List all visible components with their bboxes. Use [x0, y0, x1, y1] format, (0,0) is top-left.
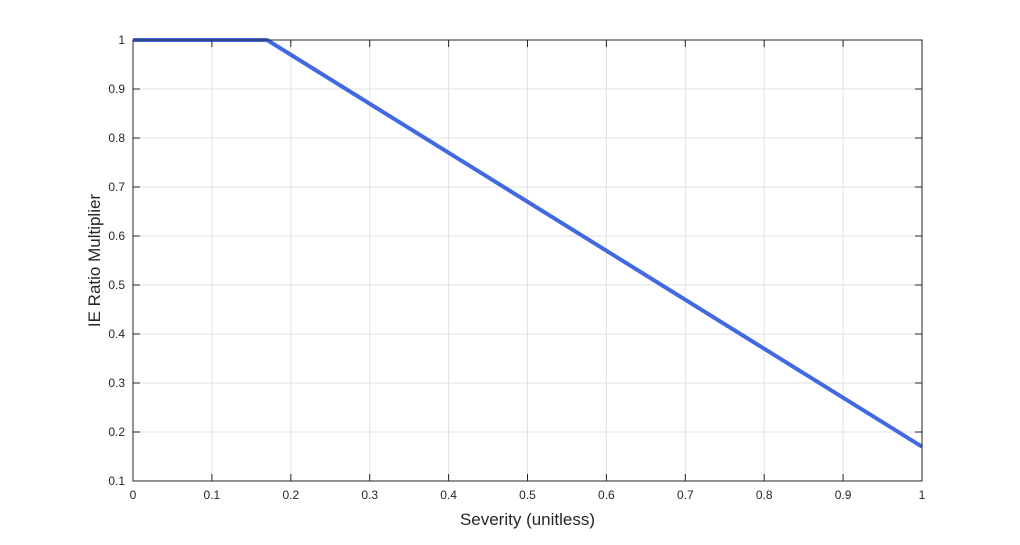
x-tick-labels: 0 0.1 0.2 0.3 0.4 0.5 0.6 0.7 0.8 0.9 1 — [130, 488, 926, 502]
x-tick-label: 0 — [130, 488, 137, 502]
x-tick-label: 1 — [919, 488, 926, 502]
x-tick-label: 0.8 — [756, 488, 773, 502]
x-tick-label: 0.1 — [204, 488, 221, 502]
x-tick-label: 0.5 — [519, 488, 536, 502]
y-tick-label: 0.1 — [108, 474, 125, 488]
y-tick-label: 0.8 — [108, 131, 125, 145]
y-tick-label: 0.6 — [108, 229, 125, 243]
y-tick-label: 0.9 — [108, 82, 125, 96]
y-tick-label: 0.7 — [108, 180, 125, 194]
x-tick-label: 0.7 — [677, 488, 694, 502]
y-tick-label: 1 — [118, 33, 125, 47]
x-tick-label: 0.4 — [440, 488, 457, 502]
y-axis-label: IE Ratio Multiplier — [85, 194, 104, 328]
y-tick-labels: 0.1 0.2 0.3 0.4 0.5 0.6 0.7 0.8 0.9 1 — [108, 33, 125, 488]
y-tick-label: 0.4 — [108, 327, 125, 341]
x-tick-label: 0.9 — [835, 488, 852, 502]
y-tick-label: 0.3 — [108, 376, 125, 390]
x-axis-label: Severity (unitless) — [460, 510, 595, 529]
tick-marks — [132, 39, 923, 482]
x-tick-label: 0.2 — [282, 488, 299, 502]
x-tick-label: 0.6 — [598, 488, 615, 502]
y-tick-label: 0.5 — [108, 278, 125, 292]
y-tick-label: 0.2 — [108, 425, 125, 439]
x-tick-label: 0.3 — [361, 488, 378, 502]
